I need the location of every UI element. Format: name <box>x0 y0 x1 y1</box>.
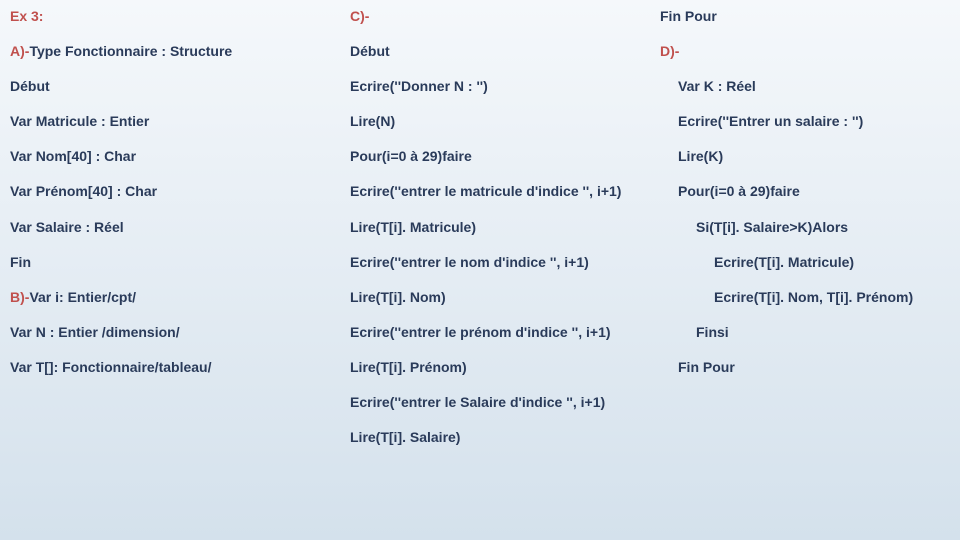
d-lire-k: Lire(K) <box>678 148 950 164</box>
a-debut: Début <box>10 78 340 94</box>
section-d-header: D)- <box>660 43 950 59</box>
b-var-t: Var T[]: Fonctionnaire/tableau/ <box>10 359 340 375</box>
section-b-header: B)- <box>10 289 29 305</box>
c-debut: Début <box>350 43 650 59</box>
column-3: Fin Pour D)- Var K : Réel Ecrire(''Entre… <box>660 8 950 532</box>
c-ecrire-mat: Ecrire(''entrer le matricule d'indice ''… <box>350 183 650 199</box>
c-fin-pour: Fin Pour <box>660 8 950 24</box>
a-nom: Var Nom[40] : Char <box>10 148 340 164</box>
c-ecrire-n: Ecrire(''Donner N : '') <box>350 78 650 94</box>
c-ecrire-prenom: Ecrire(''entrer le prénom d'indice '', i… <box>350 324 650 340</box>
c-lire-nom: Lire(T[i]. Nom) <box>350 289 650 305</box>
a-salaire: Var Salaire : Réel <box>10 219 340 235</box>
a-matricule: Var Matricule : Entier <box>10 113 340 129</box>
a-fin: Fin <box>10 254 340 270</box>
d-var-k: Var K : Réel <box>678 78 950 94</box>
section-b: B)-Var i: Entier/cpt/ <box>10 289 340 305</box>
d-ecrire-salaire: Ecrire(''Entrer un salaire : '') <box>678 113 950 129</box>
c-lire-prenom: Lire(T[i]. Prénom) <box>350 359 650 375</box>
column-1: Ex 3: A)-Type Fonctionnaire : Structure … <box>10 8 340 532</box>
a-prenom: Var Prénom[40] : Char <box>10 183 340 199</box>
d-si: Si(T[i]. Salaire>K)Alors <box>696 219 950 235</box>
c-lire-n: Lire(N) <box>350 113 650 129</box>
column-2: C)- Début Ecrire(''Donner N : '') Lire(N… <box>350 8 650 532</box>
d-finsi: Finsi <box>696 324 950 340</box>
section-a: A)-Type Fonctionnaire : Structure <box>10 43 340 59</box>
section-b-text: Var i: Entier/cpt/ <box>29 289 136 305</box>
section-a-text: Type Fonctionnaire : Structure <box>29 43 232 59</box>
d-fin-pour: Fin Pour <box>678 359 950 375</box>
d-ecrire-nom: Ecrire(T[i]. Nom, T[i]. Prénom) <box>714 289 950 305</box>
c-lire-salaire: Lire(T[i]. Salaire) <box>350 429 650 445</box>
d-pour: Pour(i=0 à 29)faire <box>678 183 950 199</box>
c-ecrire-salaire: Ecrire(''entrer le Salaire d'indice '', … <box>350 394 650 410</box>
three-column-layout: Ex 3: A)-Type Fonctionnaire : Structure … <box>10 8 950 532</box>
ex3-label: Ex 3: <box>10 8 340 24</box>
c-lire-mat: Lire(T[i]. Matricule) <box>350 219 650 235</box>
c-ecrire-nom: Ecrire(''entrer le nom d'indice '', i+1) <box>350 254 650 270</box>
c-pour: Pour(i=0 à 29)faire <box>350 148 650 164</box>
section-a-header: A)- <box>10 43 29 59</box>
section-c-header: C)- <box>350 8 650 24</box>
d-ecrire-mat: Ecrire(T[i]. Matricule) <box>714 254 950 270</box>
b-var-n: Var N : Entier /dimension/ <box>10 324 340 340</box>
